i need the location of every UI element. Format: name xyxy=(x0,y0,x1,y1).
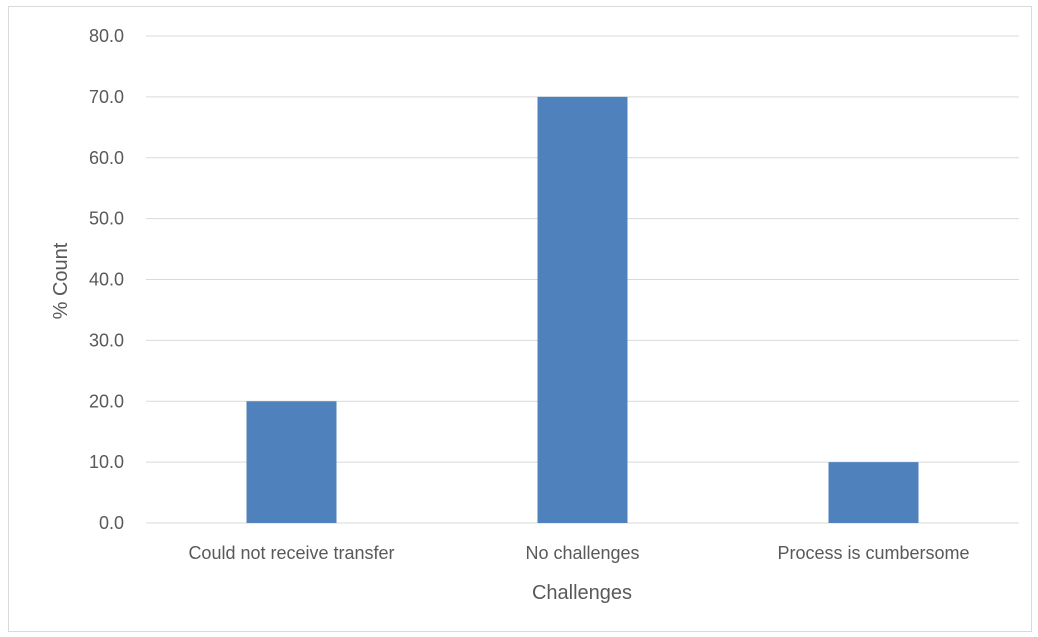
x-axis-title: Challenges xyxy=(532,582,632,604)
y-axis-title: % Count xyxy=(50,242,72,319)
x-tick-label: No challenges xyxy=(525,543,639,563)
y-tick-label: 40.0 xyxy=(89,270,124,290)
y-tick-label: 30.0 xyxy=(89,330,124,350)
bars xyxy=(246,96,919,523)
y-tick-label: 50.0 xyxy=(89,209,124,229)
x-tick-label: Could not receive transfer xyxy=(188,543,394,563)
y-axis-ticks: 0.0 10.0 20.0 30.0 40.0 50.0 60.0 70.0 80.0 xyxy=(89,26,124,533)
y-tick-label: 80.0 xyxy=(89,26,124,46)
chart-frame xyxy=(8,6,1032,632)
y-tick-label: 10.0 xyxy=(89,452,124,472)
x-axis-ticks: Could not receive transfer No challenges P… xyxy=(188,543,969,563)
bar xyxy=(537,96,628,523)
y-tick-label: 70.0 xyxy=(89,87,124,107)
bar xyxy=(828,462,919,523)
y-tick-label: 60.0 xyxy=(89,148,124,168)
bar xyxy=(246,401,337,523)
y-tick-label: 20.0 xyxy=(89,391,124,411)
x-tick-label: Process is cumbersome xyxy=(777,543,969,563)
y-tick-label: 0.0 xyxy=(99,513,124,533)
